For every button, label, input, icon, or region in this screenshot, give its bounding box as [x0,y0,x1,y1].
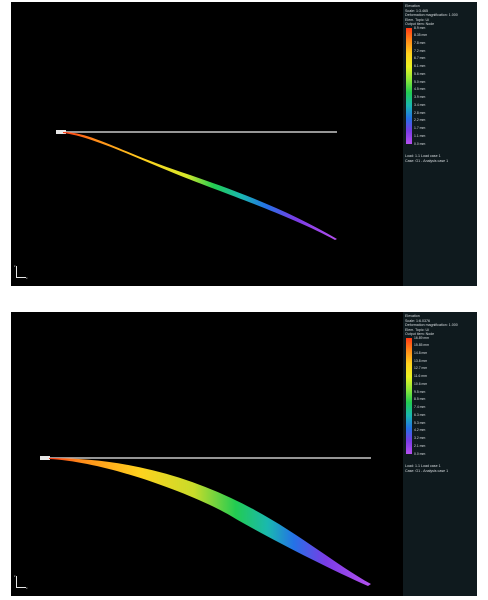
legend-ticks: 16.89 mm 15.85 mm 14.8 mm 13.8 mm 12.7 mm 11.… [414,335,454,458]
axis-triad: z x [14,264,28,280]
legend-tick: 5.0 mm [414,79,426,84]
magnification-label: Deformation magnification: 1.000 [405,323,458,328]
case-label: Case: G1 - Analysis case 1 [405,158,449,163]
load-label: Load: 1.1 Load case 1 [405,154,441,158]
deformed-beam [63,132,337,240]
legend-tick: 2.8 mm [414,110,426,115]
results-panel: Elevation Scale: 1:3.465 Deformation mag… [403,2,477,286]
results-panel: Elevation Scale: 1:6.0376 Deformation ma… [403,312,477,596]
axis-triad: z x [14,574,28,590]
x-axis-label: x [26,276,28,280]
output-item-label: Output item: Node [405,22,435,27]
legend-tick: 7.4 mm [414,405,426,410]
legend-tick: 16.89 mm [414,335,430,340]
legend-tick: 7.2 mm [414,48,426,53]
magnification-label: Deformation magnification: 1.000 [405,13,458,18]
legend-tick: 14.8 mm [414,350,428,355]
case-label: Case: G1 - Analysis case 1 [405,468,449,473]
legend-ticks: 8.9 mm 8.35 mm 7.8 mm 7.2 mm 6.7 mm 6.1 mm 5.6… [414,25,454,148]
load-label: Load: 1.1 Load case 1 [405,464,441,468]
legend-tick: 7.8 mm [414,40,426,45]
legend-tick: 8.35 mm [414,33,428,38]
deformed-beam [49,458,371,586]
scale-label: Scale: 1:6.0376 [405,318,430,323]
legend-tick: 5.3 mm [414,420,426,425]
legend-tick: 9.5 mm [414,389,426,394]
legend-tick: 4.5 mm [414,87,426,92]
results-footer: Load: 1.1 Load case 1 Case: G1 - Analysi… [405,464,475,473]
support-marker [56,130,66,134]
legend-tick: 8.5 mm [414,397,426,402]
legend-tick: 1.1 mm [414,133,426,138]
legend-tick: 10.6 mm [414,381,428,386]
legend-tick: 8.9 mm [414,25,426,30]
results-header: Elevation Scale: 1:3.465 Deformation mag… [405,4,475,27]
topic-label: Elem. Topic: Ui [405,17,429,22]
legend-tick: 11.6 mm [414,374,427,379]
legend-tick: 5.6 mm [414,71,426,76]
legend-min-label: 0.0 mm [414,141,426,146]
legend-tick: 1.7 mm [414,126,426,131]
support-marker [40,456,50,460]
legend-min-label: 0.0 mm [414,451,426,456]
scale-label: Scale: 1:3.465 [405,8,428,13]
panel-title: Elevation [405,4,420,8]
results-footer: Load: 1.1 Load case 1 Case: G1 - Analysi… [405,154,475,163]
legend-tick: 3.9 mm [414,95,426,100]
legend-tick: 2.1 mm [414,443,426,448]
legend-tick: 6.7 mm [414,56,426,61]
topic-label: Elem. Topic: Ui [405,327,429,332]
result-viewport-2[interactable]: z x Elevation Scale: 1:6.0376 Deformatio… [11,312,477,596]
legend-tick: 3.4 mm [414,102,426,107]
legend-tick: 4.2 mm [414,428,426,433]
model-canvas[interactable]: z x [11,312,403,596]
z-axis-label: z [14,574,16,578]
color-legend-bar [406,338,412,454]
legend-tick: 13.8 mm [414,358,428,363]
panel-title: Elevation [405,314,420,318]
model-canvas[interactable]: z x [11,2,403,286]
result-viewport-1[interactable]: z x Elevation Scale: 1:3.465 Deformation… [11,2,477,286]
deflection-plot [40,456,371,586]
legend-tick: 3.2 mm [414,436,426,441]
color-legend-bar [406,28,412,144]
legend-tick: 15.85 mm [414,343,430,348]
legend-tick: 12.7 mm [414,366,428,371]
legend-tick: 2.2 mm [414,118,426,123]
z-axis-label: z [14,264,16,268]
legend-tick: 6.3 mm [414,412,426,417]
x-axis-label: x [26,586,28,590]
legend-tick: 6.1 mm [414,64,426,69]
results-header: Elevation Scale: 1:6.0376 Deformation ma… [405,314,475,337]
output-item-label: Output item: Node [405,332,435,337]
deflection-plot [56,130,337,240]
